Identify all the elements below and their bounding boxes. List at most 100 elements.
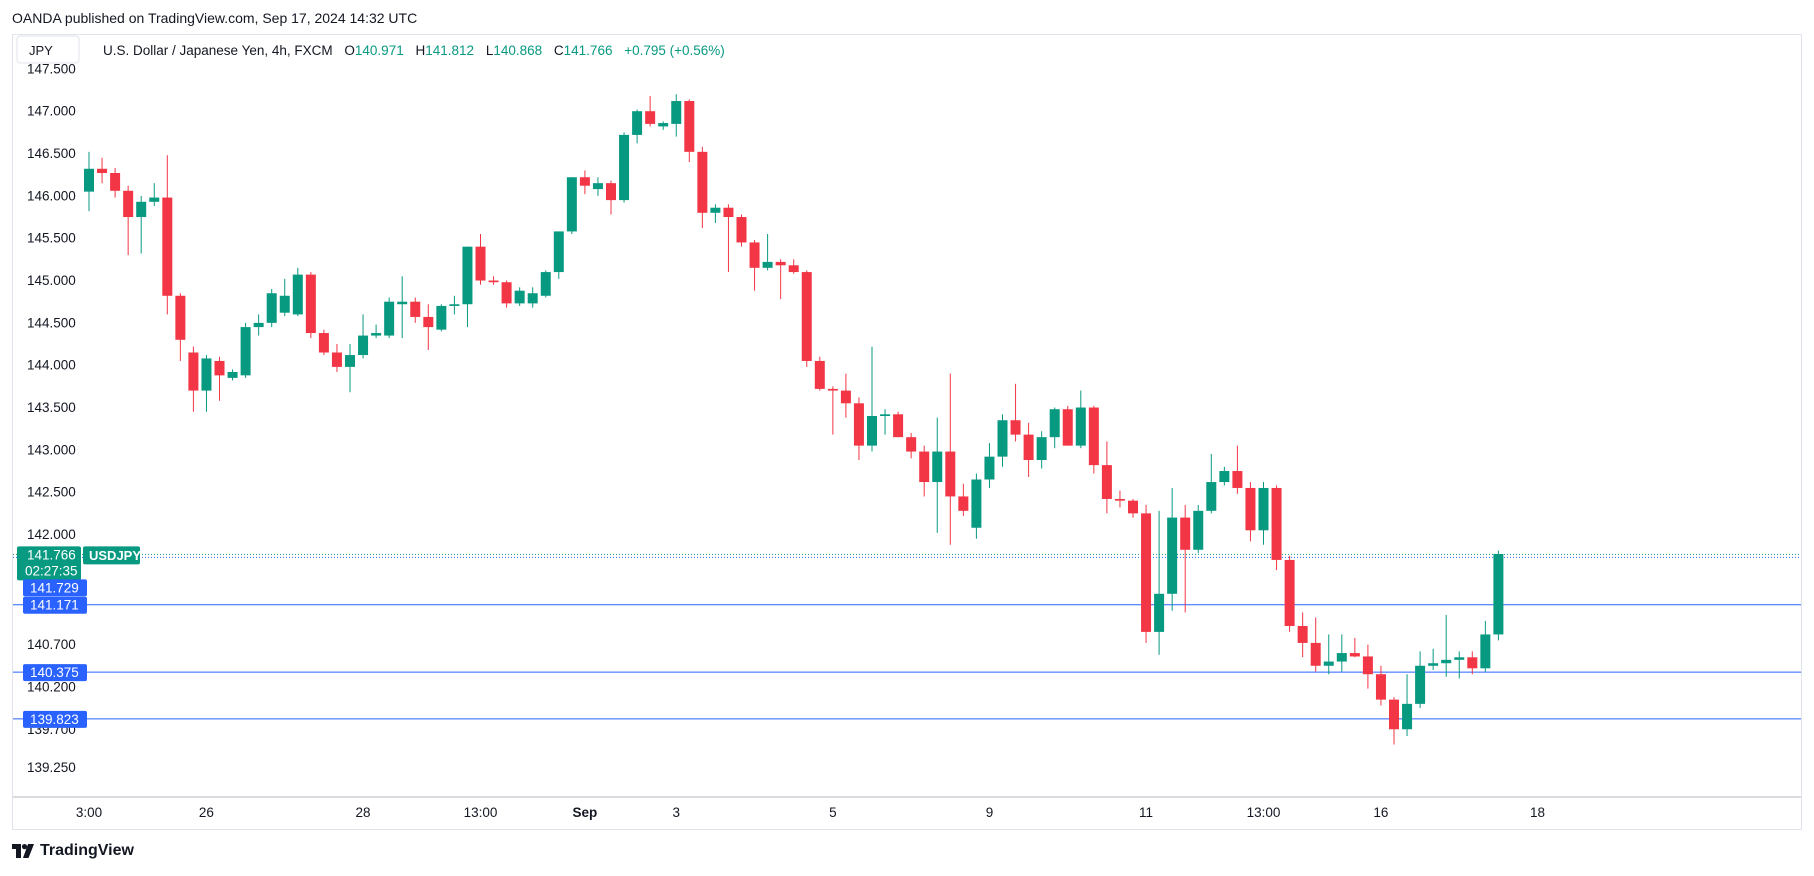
candle-body <box>775 261 786 266</box>
candle-body <box>880 414 891 416</box>
candle-body <box>371 333 382 336</box>
candle <box>801 270 812 367</box>
candle <box>1023 422 1034 477</box>
published-attribution: OANDA published on TradingView.com, Sep … <box>12 10 418 26</box>
candle <box>201 355 212 412</box>
candle <box>423 304 434 350</box>
candle <box>619 132 630 203</box>
candle <box>462 246 473 328</box>
candle-body <box>501 282 512 304</box>
high-value: 141.812 <box>425 43 474 58</box>
candle <box>658 121 669 130</box>
candle-body <box>149 197 160 202</box>
candle <box>1284 555 1295 632</box>
candle <box>214 356 225 401</box>
price-axis-tick-label: 147.000 <box>27 104 76 119</box>
price-axis-tick-label: 139.250 <box>27 760 76 775</box>
series-legend: U.S. Dollar / Japanese Yen, 4h, FXCM O14… <box>103 43 725 58</box>
level-price-badge <box>23 596 87 614</box>
candle <box>1389 697 1399 745</box>
candle-body <box>1180 517 1191 550</box>
candle-body <box>893 414 904 438</box>
candle <box>749 239 760 291</box>
candle <box>736 214 747 247</box>
symbol-tag-label: USDJPY <box>89 548 141 563</box>
candle <box>527 287 538 308</box>
candle <box>136 195 147 254</box>
candle-body <box>1323 661 1334 666</box>
candle-body <box>762 261 773 268</box>
time-axis-tick-label: 16 <box>1373 805 1388 820</box>
candlestick-chart[interactable]: JPY U.S. Dollar / Japanese Yen, 4h, FXCM… <box>13 35 1801 829</box>
candle <box>1167 487 1178 611</box>
level-price-value: 141.729 <box>30 580 79 595</box>
candle <box>606 180 616 215</box>
candle <box>149 183 160 207</box>
candle <box>397 276 408 339</box>
candle-body <box>1114 498 1125 501</box>
candle-body <box>1310 642 1321 666</box>
candle-body <box>175 295 186 340</box>
candle-body <box>279 295 290 313</box>
tradingview-footer[interactable]: TradingView <box>12 842 134 860</box>
candle-body <box>1167 517 1178 594</box>
candle-body <box>553 231 564 273</box>
candle-body <box>671 101 682 124</box>
candle-body <box>1219 471 1230 483</box>
candle <box>1101 441 1112 514</box>
candle-body <box>345 355 355 367</box>
candle-body <box>475 246 486 281</box>
candle <box>1088 405 1099 474</box>
candle-body <box>1415 665 1426 704</box>
price-axis-tick-label: 143.500 <box>27 400 76 415</box>
candle <box>592 177 603 196</box>
price-axis-tick-label: 140.700 <box>27 637 76 652</box>
low-value: 140.868 <box>493 43 542 58</box>
candle-body <box>1336 653 1347 662</box>
candle <box>1141 504 1152 643</box>
candle <box>853 397 864 461</box>
candle-body <box>240 327 251 376</box>
candle-body <box>1389 699 1399 730</box>
candle <box>240 322 251 378</box>
candle <box>1402 674 1413 737</box>
candle-body <box>318 333 329 353</box>
candle-body <box>971 479 982 528</box>
time-axis-tick-label: 5 <box>829 805 837 820</box>
candle-body <box>958 496 969 511</box>
candle-body <box>253 322 264 328</box>
candle <box>945 373 956 545</box>
price-axis-tick-label: 147.500 <box>27 61 76 76</box>
candle <box>1375 665 1386 706</box>
candle-body <box>1049 409 1060 438</box>
candle <box>893 411 904 438</box>
close-value: 141.766 <box>564 43 613 58</box>
price-axis-tick-label: 144.000 <box>27 358 76 373</box>
candle <box>449 295 460 315</box>
candle <box>1362 644 1373 689</box>
candle <box>697 146 708 229</box>
symbol-box-label[interactable]: JPY <box>29 43 53 58</box>
time-axis[interactable]: 3:00 26 28 13:00 Sep 3 5 9 11 13:00 16 18 <box>76 805 1545 820</box>
candle-body <box>579 177 590 186</box>
close-label: C <box>554 43 564 58</box>
time-axis-tick-label: 26 <box>199 805 214 820</box>
candle <box>684 99 695 162</box>
candle-body <box>645 111 656 124</box>
candle <box>1075 390 1086 449</box>
candle <box>971 473 982 539</box>
candle <box>1271 485 1282 571</box>
candle <box>1336 634 1347 672</box>
candle-body <box>1023 434 1034 461</box>
candle-body <box>423 316 434 328</box>
chart-container[interactable]: JPY U.S. Dollar / Japanese Yen, 4h, FXCM… <box>12 34 1802 830</box>
candle <box>1232 445 1243 494</box>
open-label: O <box>344 43 355 58</box>
candle-body <box>1297 625 1308 643</box>
symbol-box[interactable] <box>16 35 80 64</box>
candle <box>1310 617 1321 672</box>
candle-body <box>1441 659 1452 664</box>
candle-body <box>358 335 369 356</box>
candle-body <box>201 358 212 391</box>
